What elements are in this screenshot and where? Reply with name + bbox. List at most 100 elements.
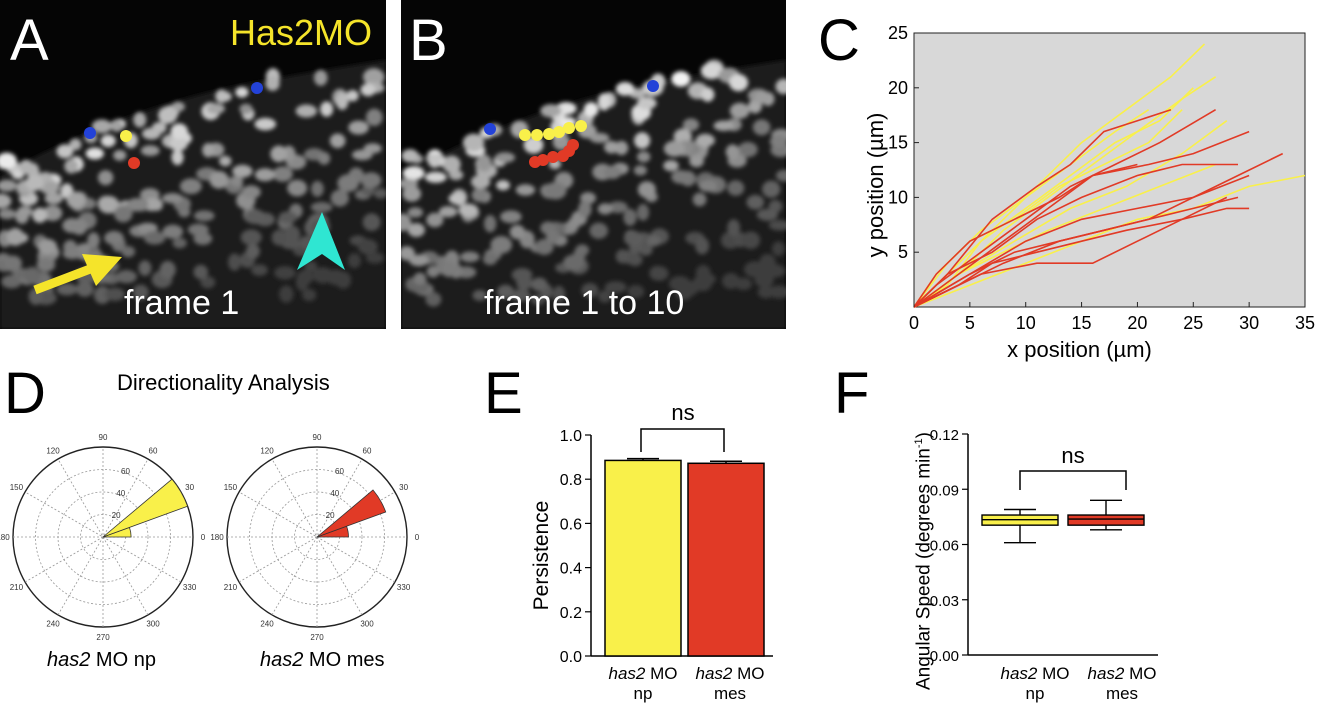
rose-spoke: [271, 458, 363, 616]
rose-radial-label: 40: [330, 489, 339, 498]
rose-angle-label: 300: [360, 620, 374, 629]
c-track-yellow: [913, 43, 1206, 308]
yellow-dot: [120, 130, 132, 142]
c-track-red: [913, 152, 1284, 308]
rose-angle-label: 60: [363, 446, 372, 455]
rose-radial-label: 60: [335, 467, 344, 476]
e-ytick-label: 0.0: [560, 649, 582, 666]
panel-a-micrograph: A Has2MO frame 1: [0, 0, 386, 329]
e-ytick-label: 0.2: [560, 605, 582, 622]
panel-b-cells: [401, 59, 786, 329]
c-track-yellow: [913, 163, 1216, 308]
red-track: [529, 139, 579, 168]
has2mo-label: Has2MO: [230, 12, 373, 53]
rose-angle-label: 180: [210, 533, 224, 542]
rose-outer-ring: [226, 446, 408, 628]
c-xtick-label: 35: [1295, 313, 1315, 333]
rose-angle-label: 270: [310, 633, 324, 642]
c-xtick-label: 20: [1127, 313, 1147, 333]
c-ytick-label: 20: [888, 78, 908, 98]
rose-spoke: [57, 458, 149, 616]
rose-ring: [80, 514, 126, 560]
c-ytick-label: 10: [888, 187, 908, 207]
rose-wedge: [316, 489, 387, 538]
rose-angle-label: 300: [146, 620, 160, 629]
rose-ring: [271, 491, 363, 583]
c-track-yellow: [913, 109, 1150, 308]
c-track-yellow: [913, 120, 1228, 308]
c-xtick-label: 25: [1183, 313, 1203, 333]
rose-angle-label: 60: [149, 446, 158, 455]
e-sig-label: ns: [671, 400, 694, 425]
blue-dot: [484, 123, 496, 135]
panel-letter-f: F: [834, 361, 870, 426]
rose-ring: [294, 514, 340, 560]
c-track-red: [913, 130, 1250, 308]
rose-spoke: [24, 491, 182, 583]
rose-ring: [249, 469, 385, 605]
rose-angle-label: 240: [260, 620, 274, 629]
e-ytick-label: 0.8: [560, 472, 582, 489]
rose-radial-label: 20: [326, 511, 335, 520]
blue-dot: [647, 80, 659, 92]
c-ylabel: y position (µm): [863, 113, 888, 258]
rose-mes-caption: has2 MO mes: [260, 649, 385, 671]
rose-angle-label: 90: [99, 433, 108, 442]
directionality-title: Directionality Analysis: [117, 370, 330, 395]
rose-ring: [57, 491, 149, 583]
rose-spoke: [271, 458, 363, 616]
rose-wedge: [102, 526, 132, 538]
c-track-red: [913, 108, 1172, 308]
rose-wedge: [316, 525, 349, 538]
blue-dot: [251, 82, 263, 94]
c-track-yellow: [913, 109, 1183, 308]
c-xtick-label: 0: [909, 313, 919, 333]
c-track-yellow: [913, 174, 1306, 308]
rose-angle-label: 330: [397, 583, 411, 592]
c-track-red: [913, 174, 1250, 308]
c-xtick-label: 15: [1072, 313, 1092, 333]
red-dot: [128, 157, 140, 169]
c-ytick-label: 25: [888, 23, 908, 43]
panel-a-cells: [0, 60, 386, 329]
c-track-red: [913, 196, 1239, 308]
f-cat-np: has2 MO np: [1000, 664, 1070, 703]
f-box: [1067, 514, 1145, 526]
yellow-arrow-icon: [33, 254, 122, 295]
rose-angle-label: 90: [313, 433, 322, 442]
f-sig-bracket: [1019, 470, 1127, 490]
e-ytick-label: 0.4: [560, 561, 582, 578]
c-plot-area: [913, 32, 1306, 308]
rose-angle-label: 150: [10, 483, 24, 492]
e-ytick-label: 0.6: [560, 516, 582, 533]
rose-angle-label: 210: [10, 583, 24, 592]
rose-np-caption: has2 MO np: [47, 649, 156, 671]
f-box: [981, 514, 1059, 526]
panel-letter-d: D: [4, 361, 46, 426]
panel-letter-e: E: [484, 361, 523, 426]
panel-a-caption: frame 1: [124, 284, 240, 322]
rose-angle-label: 150: [224, 483, 238, 492]
e-sig-bracket: [640, 428, 725, 452]
rose-wedge: [102, 478, 189, 538]
rose-angle-label: 120: [46, 446, 60, 455]
rose-spoke: [238, 491, 396, 583]
e-cat-mes: has2 MO mes: [695, 664, 765, 703]
c-track-red: [913, 207, 1250, 308]
rose-spoke: [238, 491, 396, 583]
c-track-red: [913, 163, 1238, 308]
rose-spoke: [24, 491, 182, 583]
rose-angle-label: 120: [260, 446, 274, 455]
c-ytick-label: 5: [898, 242, 908, 262]
rose-radial-label: 40: [116, 489, 125, 498]
rose-angle-label: 30: [399, 483, 408, 492]
c-track-red: [913, 109, 1217, 308]
e-bar: [604, 459, 682, 657]
f-sig-label: ns: [1061, 443, 1084, 468]
f-ylabel: Angular Speed (degrees min-1): [913, 432, 935, 690]
cyan-arrowhead-icon: [297, 212, 345, 270]
c-xtick-label: 5: [965, 313, 975, 333]
c-track-yellow: [913, 76, 1217, 308]
rose-angle-label: 270: [96, 633, 110, 642]
c-track-red: [913, 163, 1138, 308]
